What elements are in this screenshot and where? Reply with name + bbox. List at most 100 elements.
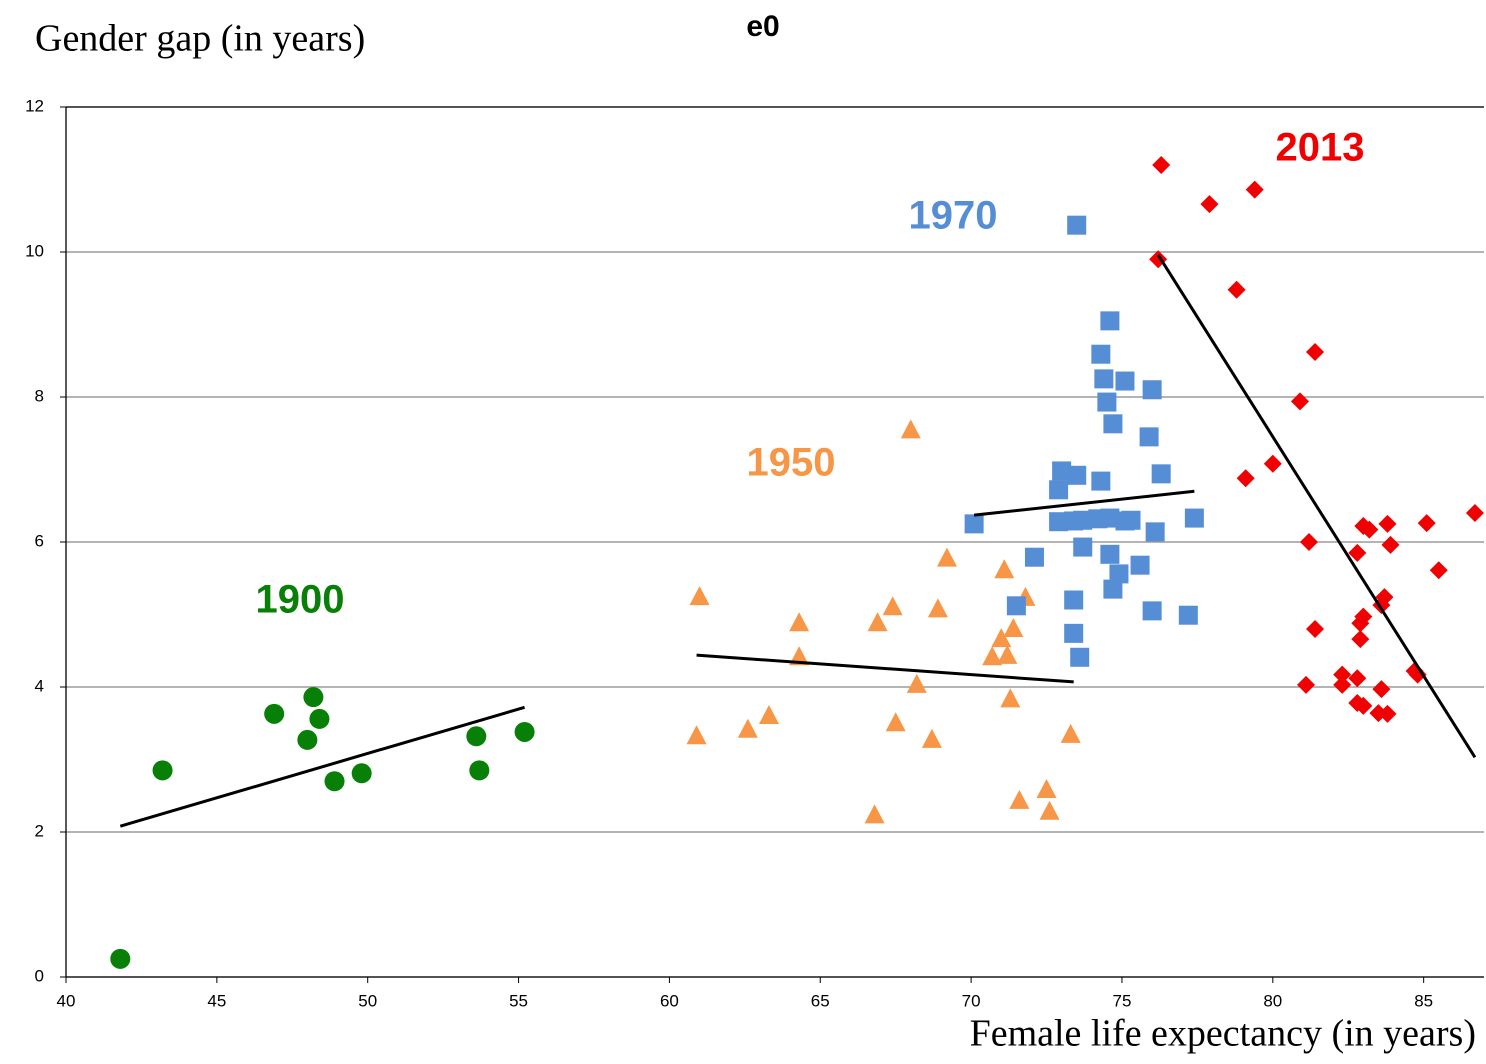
point bbox=[309, 708, 330, 729]
point bbox=[1115, 371, 1135, 391]
point bbox=[1100, 311, 1120, 331]
point bbox=[1372, 680, 1391, 699]
point bbox=[1009, 789, 1030, 809]
point bbox=[1036, 778, 1057, 798]
point bbox=[1070, 647, 1090, 667]
point bbox=[152, 760, 173, 781]
point bbox=[1049, 512, 1069, 532]
point bbox=[1073, 537, 1093, 557]
point bbox=[1417, 514, 1436, 533]
point bbox=[1227, 280, 1246, 299]
point bbox=[936, 547, 957, 567]
y-tick-label: 12 bbox=[25, 96, 44, 115]
point bbox=[1067, 465, 1087, 485]
series-label: 1950 bbox=[747, 441, 836, 485]
point bbox=[1263, 454, 1282, 473]
x-tick-label: 75 bbox=[1112, 991, 1131, 1010]
point bbox=[1351, 630, 1370, 649]
point bbox=[1408, 665, 1427, 684]
x-tick-label: 50 bbox=[358, 991, 377, 1010]
point bbox=[1060, 723, 1081, 743]
point bbox=[789, 646, 810, 666]
y-tick-label: 2 bbox=[35, 821, 44, 840]
point bbox=[110, 948, 131, 969]
x-tick-label: 65 bbox=[811, 991, 830, 1010]
point bbox=[1290, 392, 1309, 411]
point bbox=[324, 771, 345, 792]
point bbox=[1381, 535, 1400, 554]
point bbox=[882, 596, 903, 616]
point bbox=[1360, 520, 1379, 539]
point bbox=[1142, 601, 1162, 621]
point bbox=[789, 612, 810, 632]
point bbox=[686, 725, 707, 745]
point bbox=[964, 514, 984, 534]
point bbox=[1024, 547, 1044, 567]
trend-line bbox=[973, 489, 1195, 517]
point bbox=[864, 804, 885, 824]
point bbox=[1091, 344, 1111, 364]
point bbox=[1378, 514, 1397, 533]
point bbox=[994, 559, 1015, 579]
point bbox=[1073, 510, 1093, 530]
point bbox=[1003, 618, 1024, 637]
point bbox=[1049, 480, 1069, 500]
x-axis-label: Female life expectancy (in years) bbox=[970, 1013, 1476, 1055]
point bbox=[1354, 696, 1373, 715]
x-tick-label: 80 bbox=[1263, 991, 1282, 1010]
point bbox=[1300, 533, 1319, 551]
point bbox=[689, 586, 710, 606]
x-tick-label: 60 bbox=[660, 991, 679, 1010]
point bbox=[997, 644, 1018, 664]
point bbox=[1306, 343, 1325, 362]
x-tick-label: 40 bbox=[57, 991, 76, 1010]
x-tick-label: 70 bbox=[962, 991, 981, 1010]
point bbox=[1348, 543, 1367, 562]
point bbox=[982, 646, 1003, 666]
point bbox=[303, 687, 324, 708]
point bbox=[1429, 561, 1448, 580]
series-label: 2013 bbox=[1276, 126, 1365, 170]
point bbox=[1139, 427, 1159, 447]
point bbox=[1130, 555, 1150, 575]
y-axis-label: Gender gap (in years) bbox=[35, 18, 365, 60]
point bbox=[1378, 704, 1397, 723]
trend-line bbox=[1156, 254, 1477, 759]
series-label: 1970 bbox=[909, 194, 998, 238]
point bbox=[991, 628, 1012, 648]
point bbox=[1200, 195, 1219, 214]
point bbox=[1184, 508, 1204, 528]
point bbox=[1097, 392, 1117, 412]
point bbox=[867, 612, 888, 632]
point bbox=[1348, 669, 1367, 688]
point bbox=[906, 673, 927, 693]
point bbox=[1103, 579, 1123, 599]
point bbox=[264, 703, 285, 724]
y-tick-label: 4 bbox=[35, 676, 44, 695]
point bbox=[1100, 508, 1120, 528]
point bbox=[1094, 369, 1114, 389]
point bbox=[1091, 471, 1111, 491]
series-label: 1900 bbox=[256, 578, 345, 622]
point bbox=[466, 726, 487, 747]
point bbox=[1236, 469, 1255, 488]
point bbox=[921, 728, 942, 748]
x-tick-label: 45 bbox=[207, 991, 226, 1010]
point bbox=[1333, 675, 1352, 694]
point bbox=[469, 760, 490, 781]
point bbox=[885, 712, 906, 732]
point bbox=[1465, 504, 1484, 522]
y-tick-label: 6 bbox=[35, 531, 44, 550]
trend-line bbox=[696, 653, 1074, 684]
point bbox=[1103, 414, 1123, 434]
y-tick-label: 0 bbox=[35, 966, 44, 985]
point bbox=[737, 718, 758, 738]
point bbox=[1145, 522, 1165, 542]
point bbox=[1296, 675, 1315, 694]
point bbox=[1245, 180, 1264, 199]
point bbox=[1006, 596, 1026, 616]
point bbox=[1121, 510, 1141, 530]
point bbox=[1000, 688, 1021, 708]
point bbox=[1351, 614, 1370, 633]
